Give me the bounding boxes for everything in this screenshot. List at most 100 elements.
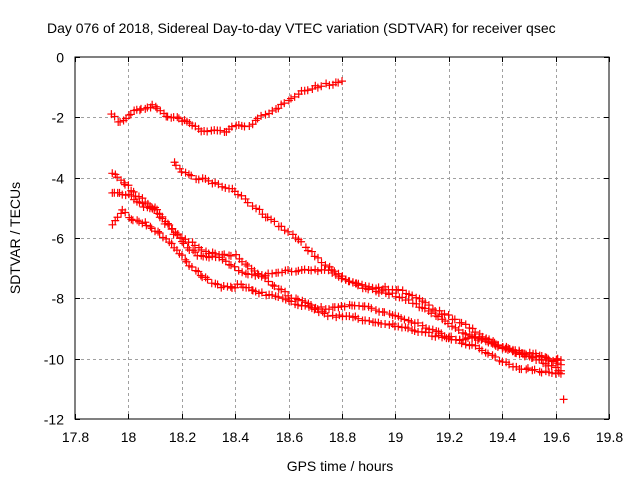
data-point-marker bbox=[257, 272, 266, 281]
data-point-marker bbox=[454, 326, 463, 334]
data-point-marker bbox=[221, 257, 230, 266]
data-point-marker bbox=[394, 285, 403, 294]
data-point-marker bbox=[341, 275, 350, 284]
data-point-marker bbox=[238, 268, 247, 277]
data-point-marker bbox=[457, 339, 466, 348]
data-point-marker bbox=[264, 277, 273, 286]
data-point-marker bbox=[129, 187, 138, 196]
data-point-marker bbox=[433, 312, 442, 321]
data-point-marker bbox=[232, 250, 241, 259]
data-point-marker bbox=[241, 269, 250, 278]
y-tick-label: -2 bbox=[52, 110, 65, 126]
data-point-marker bbox=[173, 229, 182, 238]
data-point-marker bbox=[120, 178, 129, 187]
data-point-marker bbox=[237, 191, 246, 200]
data-point-marker bbox=[181, 168, 190, 177]
data-point-marker bbox=[261, 110, 270, 119]
data-point-marker bbox=[434, 331, 443, 340]
data-point-marker bbox=[155, 229, 164, 238]
data-point-marker bbox=[251, 116, 260, 125]
data-point-marker bbox=[523, 364, 532, 373]
y-tick-label: 0 bbox=[56, 50, 64, 66]
data-point-marker bbox=[277, 222, 286, 231]
data-point-marker bbox=[226, 282, 235, 291]
data-point-marker bbox=[380, 308, 389, 317]
data-point-marker bbox=[121, 208, 130, 217]
x-tick-label: 18.4 bbox=[222, 429, 249, 445]
data-point-marker bbox=[286, 94, 295, 103]
data-point-marker bbox=[268, 269, 277, 278]
data-point-marker bbox=[203, 275, 212, 284]
data-point-marker bbox=[211, 249, 220, 258]
data-point-marker bbox=[444, 310, 453, 319]
data-point-marker bbox=[448, 322, 457, 331]
data-point-marker bbox=[404, 295, 413, 304]
chart-title: Day 076 of 2018, Sidereal Day-to-day VTE… bbox=[47, 20, 556, 36]
data-point-marker bbox=[313, 83, 322, 92]
data-point-marker bbox=[221, 183, 230, 192]
data-point-marker bbox=[338, 77, 346, 86]
data-point-marker bbox=[190, 241, 199, 250]
data-point-marker bbox=[410, 326, 419, 335]
data-point-marker bbox=[313, 267, 322, 276]
data-marks bbox=[107, 77, 568, 404]
data-point-marker bbox=[391, 292, 400, 301]
data-point-marker bbox=[267, 215, 276, 224]
data-point-marker bbox=[547, 361, 556, 370]
data-point-marker bbox=[181, 255, 190, 264]
data-point-marker bbox=[493, 340, 502, 349]
data-point-marker bbox=[182, 257, 191, 266]
data-point-marker bbox=[179, 239, 188, 248]
data-point-marker bbox=[141, 104, 150, 113]
data-point-marker bbox=[432, 311, 441, 320]
data-point-marker bbox=[284, 227, 293, 236]
data-point-marker bbox=[177, 251, 186, 260]
data-point-marker bbox=[194, 175, 203, 184]
data-point-marker bbox=[318, 307, 327, 316]
grid-lines bbox=[75, 57, 609, 419]
y-tick-label: -8 bbox=[52, 291, 65, 307]
data-point-marker bbox=[537, 368, 546, 377]
data-point-marker bbox=[559, 395, 568, 404]
y-axis-label: SDTVAR / TECUs bbox=[7, 182, 23, 294]
data-point-marker bbox=[243, 198, 252, 207]
data-point-marker bbox=[277, 285, 286, 294]
data-point-marker bbox=[251, 287, 260, 296]
data-point-marker bbox=[365, 316, 374, 325]
data-point-marker bbox=[450, 315, 459, 324]
x-tick-label: 19.8 bbox=[596, 429, 623, 445]
data-point-marker bbox=[328, 311, 337, 320]
data-point-marker bbox=[120, 180, 129, 189]
data-point-marker bbox=[127, 215, 136, 224]
data-point-marker bbox=[400, 315, 409, 324]
data-point-marker bbox=[290, 92, 299, 101]
data-point-marker bbox=[322, 79, 331, 88]
data-point-marker bbox=[242, 260, 251, 269]
data-point-marker bbox=[257, 111, 266, 120]
data-point-marker bbox=[520, 349, 529, 358]
data-point-marker bbox=[125, 111, 134, 120]
data-point-marker bbox=[310, 305, 319, 314]
data-point-marker bbox=[440, 309, 449, 318]
data-point-marker bbox=[303, 246, 312, 255]
data-point-marker bbox=[334, 272, 343, 281]
data-point-marker bbox=[234, 266, 243, 275]
data-point-marker bbox=[554, 368, 563, 377]
data-point-marker bbox=[274, 292, 283, 301]
data-point-marker bbox=[427, 309, 436, 318]
data-point-marker bbox=[381, 320, 390, 329]
data-point-marker bbox=[345, 277, 354, 286]
x-axis-label: GPS time / hours bbox=[287, 458, 394, 474]
data-point-marker bbox=[113, 173, 122, 182]
data-point-marker bbox=[307, 247, 316, 256]
y-tick-label: -4 bbox=[52, 171, 65, 187]
y-tick-label: -10 bbox=[44, 352, 64, 368]
data-point-marker bbox=[154, 227, 163, 236]
data-point-marker bbox=[151, 102, 160, 111]
series-track-5 bbox=[108, 205, 565, 378]
data-point-marker bbox=[284, 266, 293, 275]
data-point-marker bbox=[340, 302, 349, 311]
data-point-marker bbox=[556, 360, 565, 369]
data-point-marker bbox=[292, 294, 301, 303]
